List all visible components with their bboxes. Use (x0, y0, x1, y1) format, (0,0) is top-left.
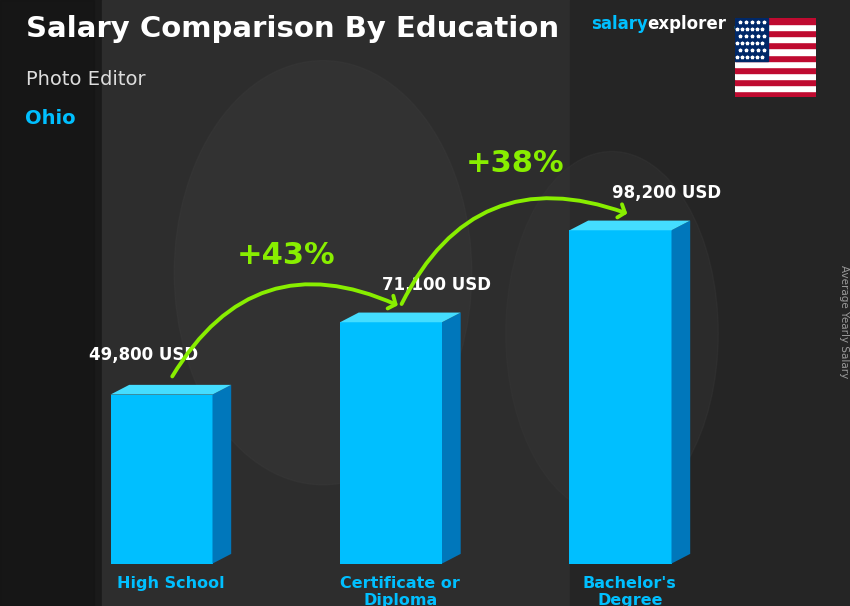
Text: Salary Comparison By Education: Salary Comparison By Education (26, 15, 558, 43)
Bar (570, 0, 850, 606)
Text: Certificate or
Diploma: Certificate or Diploma (340, 576, 461, 606)
Polygon shape (442, 313, 461, 564)
Text: Photo Editor: Photo Editor (26, 70, 145, 88)
Bar (735, 91, 816, 97)
Text: +38%: +38% (466, 148, 564, 178)
Text: High School: High School (117, 576, 224, 591)
Bar (735, 67, 816, 73)
Bar (735, 55, 816, 61)
Polygon shape (110, 385, 231, 395)
Text: Bachelor's
Degree: Bachelor's Degree (583, 576, 677, 606)
Ellipse shape (506, 152, 718, 515)
Text: 49,800 USD: 49,800 USD (89, 345, 198, 364)
Bar (735, 36, 816, 42)
Text: salary: salary (591, 15, 648, 33)
Bar (735, 73, 816, 79)
Bar (102, 0, 570, 606)
Bar (735, 61, 816, 67)
Ellipse shape (174, 61, 472, 485)
Bar (0, 0, 94, 606)
Text: +43%: +43% (236, 241, 335, 270)
Polygon shape (110, 395, 212, 564)
Polygon shape (570, 221, 690, 230)
Polygon shape (570, 230, 672, 564)
Text: .com: .com (733, 15, 778, 33)
Bar (0, 0, 102, 606)
Text: Ohio: Ohio (26, 109, 76, 128)
Polygon shape (340, 322, 442, 564)
Text: 98,200 USD: 98,200 USD (612, 184, 721, 202)
Text: Average Yearly Salary: Average Yearly Salary (839, 265, 849, 378)
Text: explorer: explorer (648, 15, 727, 33)
Polygon shape (340, 313, 461, 322)
Bar (735, 48, 816, 55)
Bar (735, 42, 816, 48)
Bar (735, 18, 816, 24)
Bar (735, 85, 816, 91)
Bar (735, 79, 816, 85)
Bar (735, 24, 816, 30)
Polygon shape (212, 385, 231, 564)
Bar (735, 30, 816, 36)
Bar (735, 18, 768, 61)
Polygon shape (672, 221, 690, 564)
Text: 71,100 USD: 71,100 USD (382, 276, 491, 295)
